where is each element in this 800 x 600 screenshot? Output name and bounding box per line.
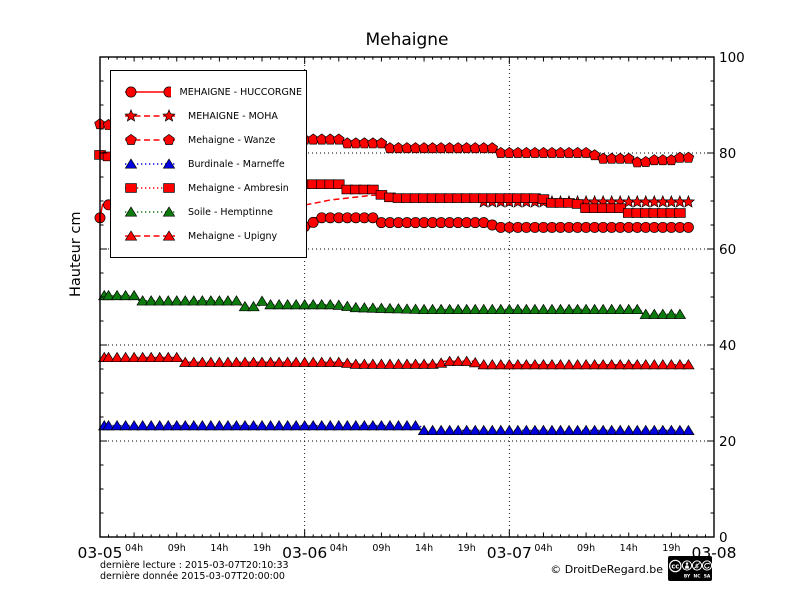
legend-label: Burdinale - Marneffe [188,158,285,170]
svg-text:09h: 09h [577,543,595,554]
svg-text:19h: 19h [662,543,680,554]
svg-text:03-06: 03-06 [282,544,327,562]
svg-text:04h: 04h [125,543,143,554]
svg-text:NC: NC [694,573,701,579]
axis-ticks [99,56,715,538]
cc-license-badge: cc $ BY NC SA [668,556,713,582]
legend-label: Mehaigne - Upigny [188,230,278,242]
pentagon-marker-icon [125,133,175,145]
svg-text:BY: BY [684,573,691,579]
svg-text:SA: SA [704,573,711,579]
svg-text:14h: 14h [415,543,433,554]
svg-text:40: 40 [719,338,736,354]
legend-item-upigny: Mehaigne - Upigny [121,229,302,243]
legend-item-hemptinne: Soile - Hemptinne [121,205,302,219]
series-marneffe [98,419,695,435]
last-read-text: dernière lecture : 2015-03-07T20:10:33 [100,560,289,571]
svg-text:$: $ [695,563,699,570]
last-data-text: dernière donnée 2015-03-07T20:00:00 [100,571,285,582]
svg-text:04h: 04h [330,543,348,554]
circle-marker-icon [125,86,171,98]
svg-text:100: 100 [719,50,745,66]
svg-text:20: 20 [719,434,736,450]
series-upigny [98,351,695,370]
svg-text:04h: 04h [534,543,552,554]
chart-title: Mehaigne [365,30,449,50]
star-marker-icon [124,109,176,122]
triangle-marker-icon [124,158,176,169]
svg-text:cc: cc [671,562,679,570]
triangle-marker-icon [124,230,176,241]
svg-text:14h: 14h [620,543,638,554]
legend: MEHAIGNE - HUCCORGNE MEHAIGNE - MOHA Mehai… [110,70,307,258]
legend-item-moha: MEHAIGNE - MOHA [121,109,302,123]
svg-text:14h: 14h [210,543,228,554]
legend-label: Mehaigne - Ambresin [188,182,289,194]
svg-text:09h: 09h [168,543,186,554]
copyright-text: © DroitDeRegard.be [550,563,663,576]
legend-item-huccorgne: MEHAIGNE - HUCCORGNE [121,85,302,99]
legend-label: Mehaigne - Wanze [188,134,276,146]
footer-status: dernière lecture : 2015-03-07T20:10:33 d… [100,560,289,582]
legend-label: Soile - Hemptinne [188,206,273,218]
svg-text:19h: 19h [253,543,271,554]
svg-text:03-05: 03-05 [77,544,122,562]
legend-label: MEHAIGNE - MOHA [188,110,278,122]
svg-text:03-07: 03-07 [487,544,532,562]
svg-text:09h: 09h [372,543,390,554]
svg-text:19h: 19h [458,543,476,554]
legend-label: MEHAIGNE - HUCCORGNE [179,86,303,98]
triangle-marker-icon [124,206,176,217]
y-tick-labels: 0 20 40 60 80 100 [719,50,745,546]
legend-item-marneffe: Burdinale - Marneffe [121,157,302,171]
legend-item-wanze: Mehaigne - Wanze [121,133,302,147]
legend-item-ambresin: Mehaigne - Ambresin [121,181,302,195]
svg-text:80: 80 [719,146,736,162]
square-marker-icon [125,183,175,193]
series-hemptinne [98,289,687,319]
svg-text:0: 0 [719,530,728,546]
svg-text:60: 60 [719,242,736,258]
